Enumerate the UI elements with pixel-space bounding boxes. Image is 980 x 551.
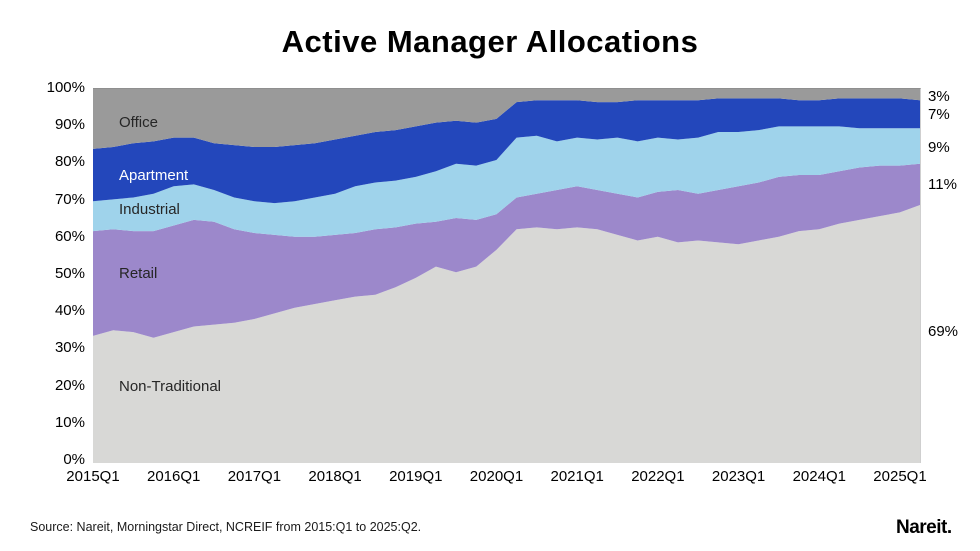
y-axis-tick: 70% [54,190,85,208]
end-value-apartment: 7% [928,106,950,123]
x-axis-tick: 2018Q1 [308,468,362,485]
x-axis-tick: 2022Q1 [631,468,685,485]
area-office [93,89,920,149]
end-value-industrial: 9% [928,139,950,156]
area-label-retail: Retail [119,265,158,282]
x-axis-tick: 2023Q1 [711,468,766,485]
y-axis-tick: 90% [54,116,85,134]
x-axis-tick: 2020Q1 [469,468,524,485]
nareit-logo-text: Nareit [896,517,947,538]
area-label-apartment: Apartment [119,167,189,184]
y-axis-tick: 50% [54,265,85,282]
y-axis-tick: 60% [54,227,85,245]
y-axis-tick: 100% [46,79,85,96]
area-retail [93,163,920,338]
x-axis-tick: 2017Q1 [227,468,282,485]
stacked-area-plot [93,88,921,463]
source-note: Source: Nareit, Morningstar Direct, NCRE… [30,520,422,534]
x-axis-tick: 2015Q1 [66,468,120,485]
x-axis-tick: 2024Q1 [792,468,846,485]
nareit-logo-period: . [946,517,952,538]
page-title: Active Manager Allocations [281,24,699,59]
y-axis-tick: 80% [54,153,85,171]
y-axis-tick: 0% [63,451,85,468]
y-axis-tick: 20% [54,376,85,394]
nareit-logo: Nareit. [896,517,952,539]
area-label-non-traditional: Non-Traditional [119,378,221,395]
area-label-industrial: Industrial [119,201,180,218]
area-apartment [93,98,920,204]
y-axis-tick: 30% [54,339,85,357]
y-axis-tick: 10% [54,413,85,431]
x-axis-tick: 2025Q1 [873,468,927,485]
end-value-retail: 11% [928,176,957,193]
area-industrial [93,126,920,237]
x-axis-tick: 2016Q1 [146,468,201,485]
area-label-office: Office [119,114,158,131]
area-non-traditional [93,204,920,463]
x-axis-tick: 2019Q1 [389,468,443,485]
end-value-non-traditional: 69% [928,323,959,340]
end-value-office: 3% [928,88,950,105]
x-axis-tick: 2021Q1 [550,468,604,485]
stacked-area-svg [93,89,920,463]
y-axis-tick: 40% [54,302,85,320]
